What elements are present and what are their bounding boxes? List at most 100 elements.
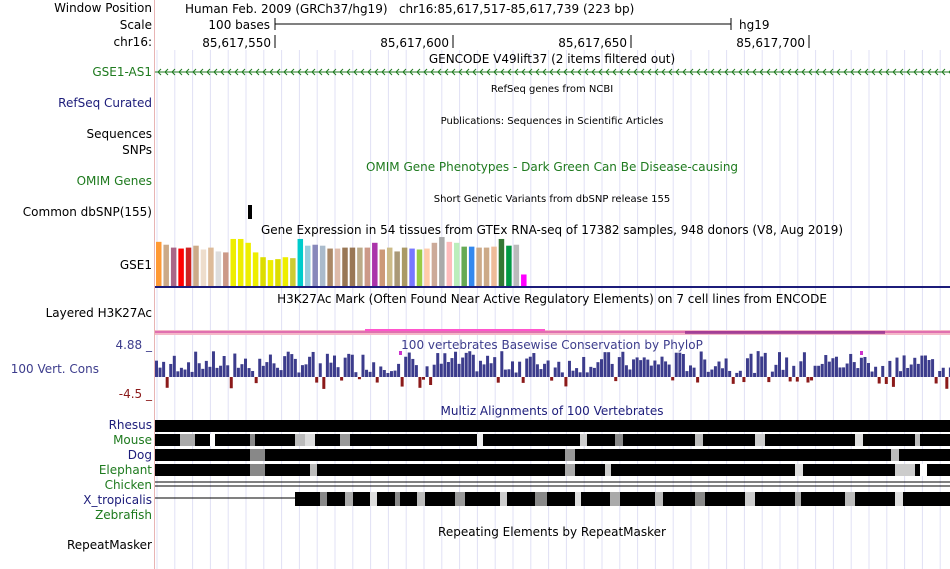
gtex-tissue-bar[interactable]	[327, 248, 333, 286]
browser-image[interactable]: Human Feb. 2009 (GRCh37/hg19) chr16:85,6…	[155, 0, 950, 569]
gtex-tissue-bar[interactable]	[223, 252, 229, 286]
gtex-tissue-bar[interactable]	[364, 247, 371, 286]
gtex-tissue-bar[interactable]	[170, 247, 177, 286]
species-label-elephant[interactable]: Elephant	[98, 463, 152, 477]
species-label-dog[interactable]: Dog	[127, 448, 152, 462]
gtex-tissue-bar[interactable]	[424, 248, 430, 286]
gtex-tissue-bar[interactable]	[409, 248, 415, 286]
gtex-tissue-bar[interactable]	[454, 242, 460, 286]
omim-track-label[interactable]: OMIM Genes	[76, 174, 152, 188]
refseq-track-title: RefSeq genes from NCBI	[491, 84, 613, 95]
h3k27ac-track-label[interactable]: Layered H3K27Ac	[45, 306, 152, 320]
gencode-item-label[interactable]: GSE1-AS1	[92, 65, 152, 79]
gtex-tissue-bar[interactable]	[468, 246, 475, 286]
track-labels: Window Position Scale chr16: GSE1-AS1 Re…	[0, 0, 154, 569]
gtex-tissue-bar[interactable]	[282, 257, 289, 286]
scale-bar	[274, 18, 732, 30]
gtex-tissue-bar[interactable]	[379, 249, 386, 286]
gtex-tissue-bar[interactable]	[521, 274, 527, 286]
publications-track-title: Publications: Sequences in Scientific Ar…	[441, 116, 664, 127]
h3k27ac-signal[interactable]	[155, 329, 950, 335]
window-position-value: Human Feb. 2009 (GRCh37/hg19) chr16:85,6…	[185, 2, 634, 16]
gtex-tissue-bar[interactable]	[386, 247, 393, 286]
gtex-tissue-bar[interactable]	[185, 247, 192, 286]
gtex-tissue-bar[interactable]	[178, 248, 184, 286]
gtex-tissue-bar[interactable]	[498, 238, 505, 286]
gtex-tissue-bar[interactable]	[156, 241, 162, 286]
label-column-divider	[154, 0, 155, 569]
gtex-tissue-bar[interactable]	[252, 252, 259, 286]
gencode-transcript[interactable]	[155, 68, 950, 76]
refseq-track-label[interactable]: RefSeq Curated	[58, 96, 152, 110]
gtex-tissue-bar[interactable]	[297, 238, 304, 286]
dbsnp-track-title: Short Genetic Variants from dbSNP releas…	[434, 194, 671, 205]
ruler-ticks: 85,617,550 85,617,600 85,617,650 85,617,…	[202, 35, 810, 50]
repeatmasker-track-label[interactable]: RepeatMasker	[66, 538, 152, 552]
gtex-tissue-bar[interactable]	[267, 260, 274, 286]
gtex-tissue-bar[interactable]	[237, 238, 244, 286]
tick-label: 85,617,600	[380, 36, 449, 50]
gtex-tissue-bar[interactable]	[342, 247, 348, 286]
omim-track-title: OMIM Gene Phenotypes - Dark Green Can Be…	[366, 160, 738, 174]
gtex-tissue-bar[interactable]	[461, 246, 467, 286]
species-label-zebrafish[interactable]: Zebrafish	[95, 508, 152, 522]
chrom-label: chr16:	[113, 35, 152, 49]
gtex-tissue-bar[interactable]	[312, 244, 318, 286]
gtex-track-title: Gene Expression in 54 tissues from GTEx …	[261, 223, 843, 237]
gtex-tissue-bar[interactable]	[476, 247, 482, 286]
multiz-track-title: Multiz Alignments of 100 Vertebrates	[440, 404, 663, 418]
species-label-chicken[interactable]: Chicken	[104, 478, 152, 492]
gtex-tissue-bar[interactable]	[431, 242, 438, 286]
snp-feature[interactable]	[248, 205, 252, 219]
publications-seq-label[interactable]: Sequences	[86, 127, 152, 141]
gtex-tissue-bar[interactable]	[491, 246, 497, 286]
species-label-rhesus[interactable]: Rhesus	[108, 418, 152, 432]
gtex-tissue-bar[interactable]	[305, 245, 311, 286]
phylop-track-title: 100 vertebrates Basewise Conservation by…	[401, 338, 703, 352]
gtex-track-label[interactable]: GSE1	[119, 258, 152, 272]
gtex-bars[interactable]	[156, 237, 527, 286]
gtex-tissue-bar[interactable]	[290, 258, 296, 286]
species-label-xtropicalis[interactable]: X_tropicalis	[83, 493, 152, 507]
tick-label: 85,617,650	[558, 36, 627, 50]
gtex-tissue-bar[interactable]	[193, 245, 199, 286]
phylop-track-label[interactable]: 100 Vert. Cons	[10, 362, 99, 376]
gtex-tissue-bar[interactable]	[260, 257, 266, 286]
assembly-label: hg19	[739, 18, 770, 32]
multiz-alignments[interactable]	[155, 420, 950, 506]
gencode-track-title: GENCODE V49lift37 (2 items filtered out)	[429, 52, 675, 66]
base-grid	[156, 50, 941, 569]
gtex-tissue-bar[interactable]	[275, 259, 281, 286]
window-position-label: Window Position	[54, 1, 152, 15]
h3k27ac-track-title: H3K27Ac Mark (Often Found Near Active Re…	[277, 292, 827, 306]
species-label-mouse[interactable]: Mouse	[113, 433, 152, 447]
gtex-tissue-bar[interactable]	[319, 245, 326, 286]
phylop-max-label: 4.88 _	[115, 338, 152, 352]
repeatmasker-track-title: Repeating Elements by RepeatMasker	[438, 525, 666, 539]
gtex-tissue-bar[interactable]	[446, 241, 453, 286]
gtex-tissue-bar[interactable]	[372, 242, 378, 286]
gtex-tissue-bar[interactable]	[439, 237, 445, 286]
gtex-tissue-bar[interactable]	[513, 244, 520, 286]
gtex-tissue-bar[interactable]	[215, 251, 222, 286]
dbsnp-track-label[interactable]: Common dbSNP(155)	[22, 205, 152, 219]
gtex-tissue-bar[interactable]	[230, 238, 237, 286]
gtex-tissue-bar[interactable]	[401, 247, 408, 286]
gtex-tissue-bar[interactable]	[416, 249, 423, 286]
phylop-min-label: -4.5 _	[118, 387, 152, 401]
publications-snp-label[interactable]: SNPs	[122, 143, 152, 157]
scale-label: Scale	[119, 18, 152, 32]
gtex-tissue-bar[interactable]	[394, 251, 400, 286]
gtex-tissue-bar[interactable]	[506, 245, 512, 286]
gtex-tissue-bar[interactable]	[163, 244, 169, 286]
scale-value: 100 bases	[208, 18, 270, 32]
gtex-tissue-bar[interactable]	[349, 247, 356, 286]
gtex-tissue-bar[interactable]	[208, 247, 214, 286]
gtex-tissue-bar[interactable]	[483, 247, 490, 286]
gtex-tissue-bar[interactable]	[357, 247, 363, 286]
phylop-bars[interactable]	[155, 351, 950, 389]
tick-label: 85,617,550	[202, 36, 271, 50]
gtex-tissue-bar[interactable]	[200, 249, 207, 286]
gtex-tissue-bar[interactable]	[334, 248, 341, 286]
gtex-tissue-bar[interactable]	[245, 242, 251, 286]
